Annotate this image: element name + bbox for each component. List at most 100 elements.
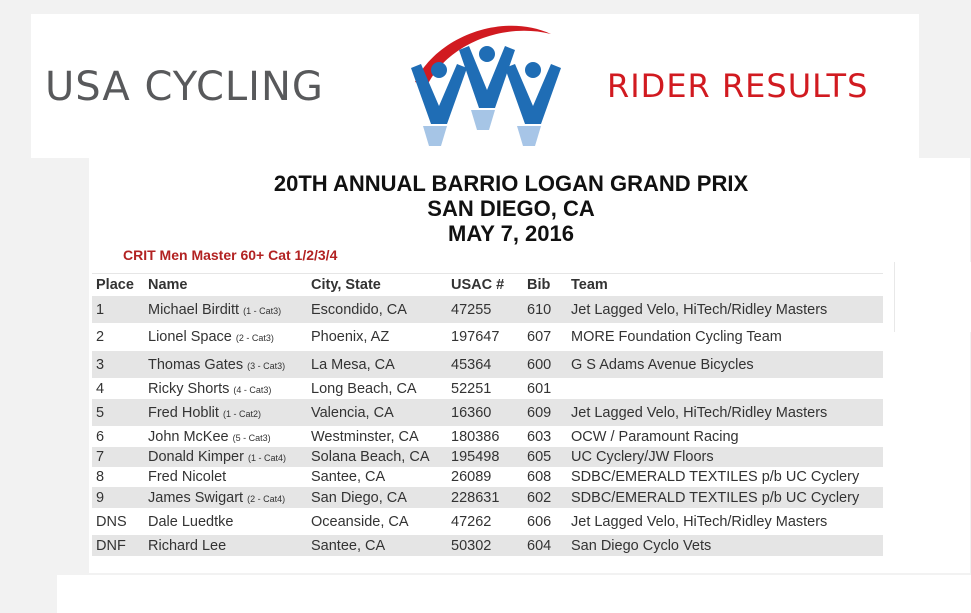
race-title: CRIT Men Master 60+ Cat 1/2/3/4 <box>123 247 338 263</box>
header-banner: USA CYCLING RIDER RESULTS <box>31 14 919 158</box>
team-text: SDBC/EMERALD TEXTILES p/b UC Cyclery <box>571 489 860 506</box>
results-body: 1 Michael Birditt (1 - Cat3) Escondido, CA… <box>92 296 883 556</box>
rider-name: Ricky Shorts <box>148 380 230 397</box>
bib-number-text: 609 <box>527 404 552 421</box>
rider-name-cell: Richard Lee <box>144 535 307 556</box>
team-text: MORE Foundation Cycling Team <box>571 329 782 345</box>
place-cell: DNF <box>92 535 144 556</box>
table-row: 4 Ricky Shorts (4 - Cat3) Long Beach, CA 52… <box>92 378 883 399</box>
usac-number-cell: 197647 <box>447 323 523 351</box>
team-text: SDBC/EMERALD TEXTILES p/b UC Cyclery <box>571 469 860 485</box>
column-header-usac: USAC # <box>447 273 523 296</box>
table-row: DNF Richard Lee Santee, CA 50302 604 San Die… <box>92 535 883 556</box>
team-text: UC Cyclery/JW Floors <box>571 449 714 465</box>
rider-category: (2 - Cat3) <box>235 333 274 343</box>
place-text: 9 <box>96 489 105 506</box>
usac-number-text: 197647 <box>451 329 500 345</box>
city-state-text: Santee, CA <box>311 537 386 554</box>
rider-name: Thomas Gates <box>148 356 244 373</box>
place-cell: 3 <box>92 351 144 378</box>
place-text: 4 <box>96 380 105 397</box>
team-text: Jet Lagged Velo, HiTech/Ridley Masters <box>571 404 828 421</box>
place-cell: 5 <box>92 399 144 426</box>
bib-number-text: 600 <box>527 356 552 373</box>
bib-number-cell: 608 <box>523 467 567 487</box>
team-cell <box>567 378 883 399</box>
bib-number-cell: 609 <box>523 399 567 426</box>
place-text: DNS <box>96 513 127 530</box>
team-text: San Diego Cyclo Vets <box>571 537 712 554</box>
rider-results-title: RIDER RESULTS <box>607 67 869 105</box>
city-state-text: Phoenix, AZ <box>311 329 390 345</box>
city-state-text: Solana Beach, CA <box>311 449 430 465</box>
table-row: 6 John McKee (5 - Cat3) Westminster, CA 180… <box>92 426 883 447</box>
place-cell: DNS <box>92 508 144 535</box>
bib-number-text: 608 <box>527 469 552 485</box>
rider-category: (1 - Cat4) <box>247 453 286 463</box>
usac-number-text: 26089 <box>451 469 492 485</box>
bib-number-cell: 602 <box>523 487 567 508</box>
bib-number-cell: 607 <box>523 323 567 351</box>
city-state-cell: Escondido, CA <box>307 296 447 323</box>
brand-wordmark: USA CYCLING <box>45 64 324 110</box>
city-state-cell: Westminster, CA <box>307 426 447 447</box>
city-state-cell: San Diego, CA <box>307 487 447 508</box>
bib-number-cell: 606 <box>523 508 567 535</box>
rider-name: Donald Kimper <box>148 449 244 465</box>
side-panel <box>894 262 971 332</box>
place-text: DNF <box>96 537 126 554</box>
rider-name-cell: Donald Kimper (1 - Cat4) <box>144 447 307 467</box>
usac-number-cell: 45364 <box>447 351 523 378</box>
column-header-city-state: City, State <box>307 273 447 296</box>
usac-number-cell: 26089 <box>447 467 523 487</box>
table-row: 8 Fred Nicolet Santee, CA 26089 608 SDBC/EME… <box>92 467 883 487</box>
rider-name-cell: John McKee (5 - Cat3) <box>144 426 307 447</box>
usa-cycling-logo <box>411 25 561 146</box>
table-row: 7 Donald Kimper (1 - Cat4) Solana Beach, C… <box>92 447 883 467</box>
table-row: 2 Lionel Space (2 - Cat3) Phoenix, AZ 19764… <box>92 323 883 351</box>
bib-number-text: 603 <box>527 428 552 445</box>
team-cell: Jet Lagged Velo, HiTech/Ridley Masters <box>567 508 883 535</box>
results-table: Place Name City, State USAC # Bib Team 1… <box>92 273 883 556</box>
city-state-text: Valencia, CA <box>311 404 394 421</box>
usac-number-cell: 228631 <box>447 487 523 508</box>
city-state-cell: Solana Beach, CA <box>307 447 447 467</box>
rider-name: Fred Nicolet <box>148 469 227 485</box>
usac-number-text: 228631 <box>451 489 500 506</box>
rider-category: (1 - Cat2) <box>222 408 261 419</box>
bib-number-cell: 604 <box>523 535 567 556</box>
city-state-cell: Long Beach, CA <box>307 378 447 399</box>
usac-number-text: 50302 <box>451 537 492 554</box>
table-row: 9 James Swigart (2 - Cat4) San Diego, CA 22… <box>92 487 883 508</box>
city-state-cell: Santee, CA <box>307 535 447 556</box>
rider-name: John McKee <box>148 428 229 445</box>
team-text: Jet Lagged Velo, HiTech/Ridley Masters <box>571 513 828 530</box>
usac-number-cell: 47262 <box>447 508 523 535</box>
city-state-text: Oceanside, CA <box>311 513 409 530</box>
rider-name-cell: Lionel Space (2 - Cat3) <box>144 323 307 351</box>
usac-number-cell: 50302 <box>447 535 523 556</box>
team-cell: OCW / Paramount Racing <box>567 426 883 447</box>
place-text: 8 <box>96 469 105 485</box>
team-cell: SDBC/EMERALD TEXTILES p/b UC Cyclery <box>567 467 883 487</box>
team-text: Jet Lagged Velo, HiTech/Ridley Masters <box>571 301 828 318</box>
table-row: 3 Thomas Gates (3 - Cat3) La Mesa, CA 45364… <box>92 351 883 378</box>
place-text: 5 <box>96 404 105 421</box>
city-state-text: San Diego, CA <box>311 489 407 506</box>
city-state-cell: Phoenix, AZ <box>307 323 447 351</box>
usac-number-cell: 195498 <box>447 447 523 467</box>
event-heading: 20TH ANNUAL BARRIO LOGAN GRAND PRIX SAN … <box>89 171 933 246</box>
event-name: 20TH ANNUAL BARRIO LOGAN GRAND PRIX <box>273 171 749 196</box>
place-text: 1 <box>96 301 105 318</box>
city-state-text: Westminster, CA <box>311 428 419 445</box>
place-cell: 6 <box>92 426 144 447</box>
bib-number-cell: 601 <box>523 378 567 399</box>
city-state-cell: La Mesa, CA <box>307 351 447 378</box>
team-cell: UC Cyclery/JW Floors <box>567 447 883 467</box>
bib-number-text: 604 <box>527 537 552 554</box>
rider-name: Fred Hoblit <box>148 404 219 421</box>
rider-name-cell: Fred Hoblit (1 - Cat2) <box>144 399 307 426</box>
rider-name: Dale Luedtke <box>148 513 234 530</box>
rider-name-cell: Ricky Shorts (4 - Cat3) <box>144 378 307 399</box>
rider-name-cell: Michael Birditt (1 - Cat3) <box>144 296 307 323</box>
